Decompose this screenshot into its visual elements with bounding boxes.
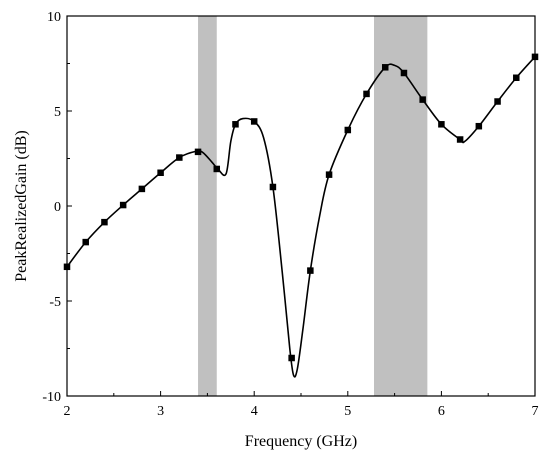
data-point-23 xyxy=(475,122,483,130)
data-markers xyxy=(63,53,539,362)
data-point-5 xyxy=(138,185,146,193)
data-point-15 xyxy=(325,171,333,178)
data-point-9 xyxy=(213,165,221,173)
data-point-18 xyxy=(381,64,389,71)
x-tick-label: 4 xyxy=(251,404,258,419)
x-tick-label: 5 xyxy=(344,404,351,419)
data-point-20 xyxy=(419,96,426,103)
y-tick-label: 5 xyxy=(54,105,61,120)
shaded-band-1 xyxy=(198,16,217,396)
y-tick-label: 10 xyxy=(47,10,61,25)
data-point-3 xyxy=(101,218,108,226)
gain-curve-layer xyxy=(66,56,536,378)
x-tick-label: 3 xyxy=(157,404,164,419)
shaded-bands xyxy=(198,16,428,396)
data-point-2 xyxy=(82,238,89,246)
gain-curve xyxy=(66,56,536,378)
data-point-4 xyxy=(119,201,127,209)
y-axis-ticks: -10 -5 0 5 10 xyxy=(42,10,72,405)
x-tick-label: 6 xyxy=(438,404,445,419)
y-tick-label: -10 xyxy=(42,390,61,405)
x-axis-ticks: 2 3 4 5 6 7 xyxy=(64,391,539,419)
data-point-12 xyxy=(269,183,277,191)
data-point-14 xyxy=(307,267,314,274)
x-axis-title: Frequency (GHz) xyxy=(245,433,357,450)
data-point-16 xyxy=(344,126,352,134)
data-point-21 xyxy=(438,121,445,128)
data-point-7 xyxy=(176,154,183,161)
data-point-8 xyxy=(194,148,202,156)
x-tick-label: 7 xyxy=(532,404,539,419)
data-point-13 xyxy=(288,354,295,362)
data-point-11 xyxy=(250,118,258,125)
data-point-6 xyxy=(157,169,164,176)
data-point-22 xyxy=(456,136,464,143)
y-axis-title: PeakRealizedGain (dB) xyxy=(13,130,30,282)
y-tick-label: 0 xyxy=(54,200,61,215)
data-point-19 xyxy=(400,69,408,77)
data-point-10 xyxy=(232,121,239,128)
shaded-band-2 xyxy=(374,16,428,396)
x-tick-label: 2 xyxy=(64,404,71,419)
data-point-17 xyxy=(363,90,370,98)
y-tick-label: -5 xyxy=(49,295,61,310)
data-point-25 xyxy=(513,74,520,81)
data-point-24 xyxy=(494,98,501,105)
